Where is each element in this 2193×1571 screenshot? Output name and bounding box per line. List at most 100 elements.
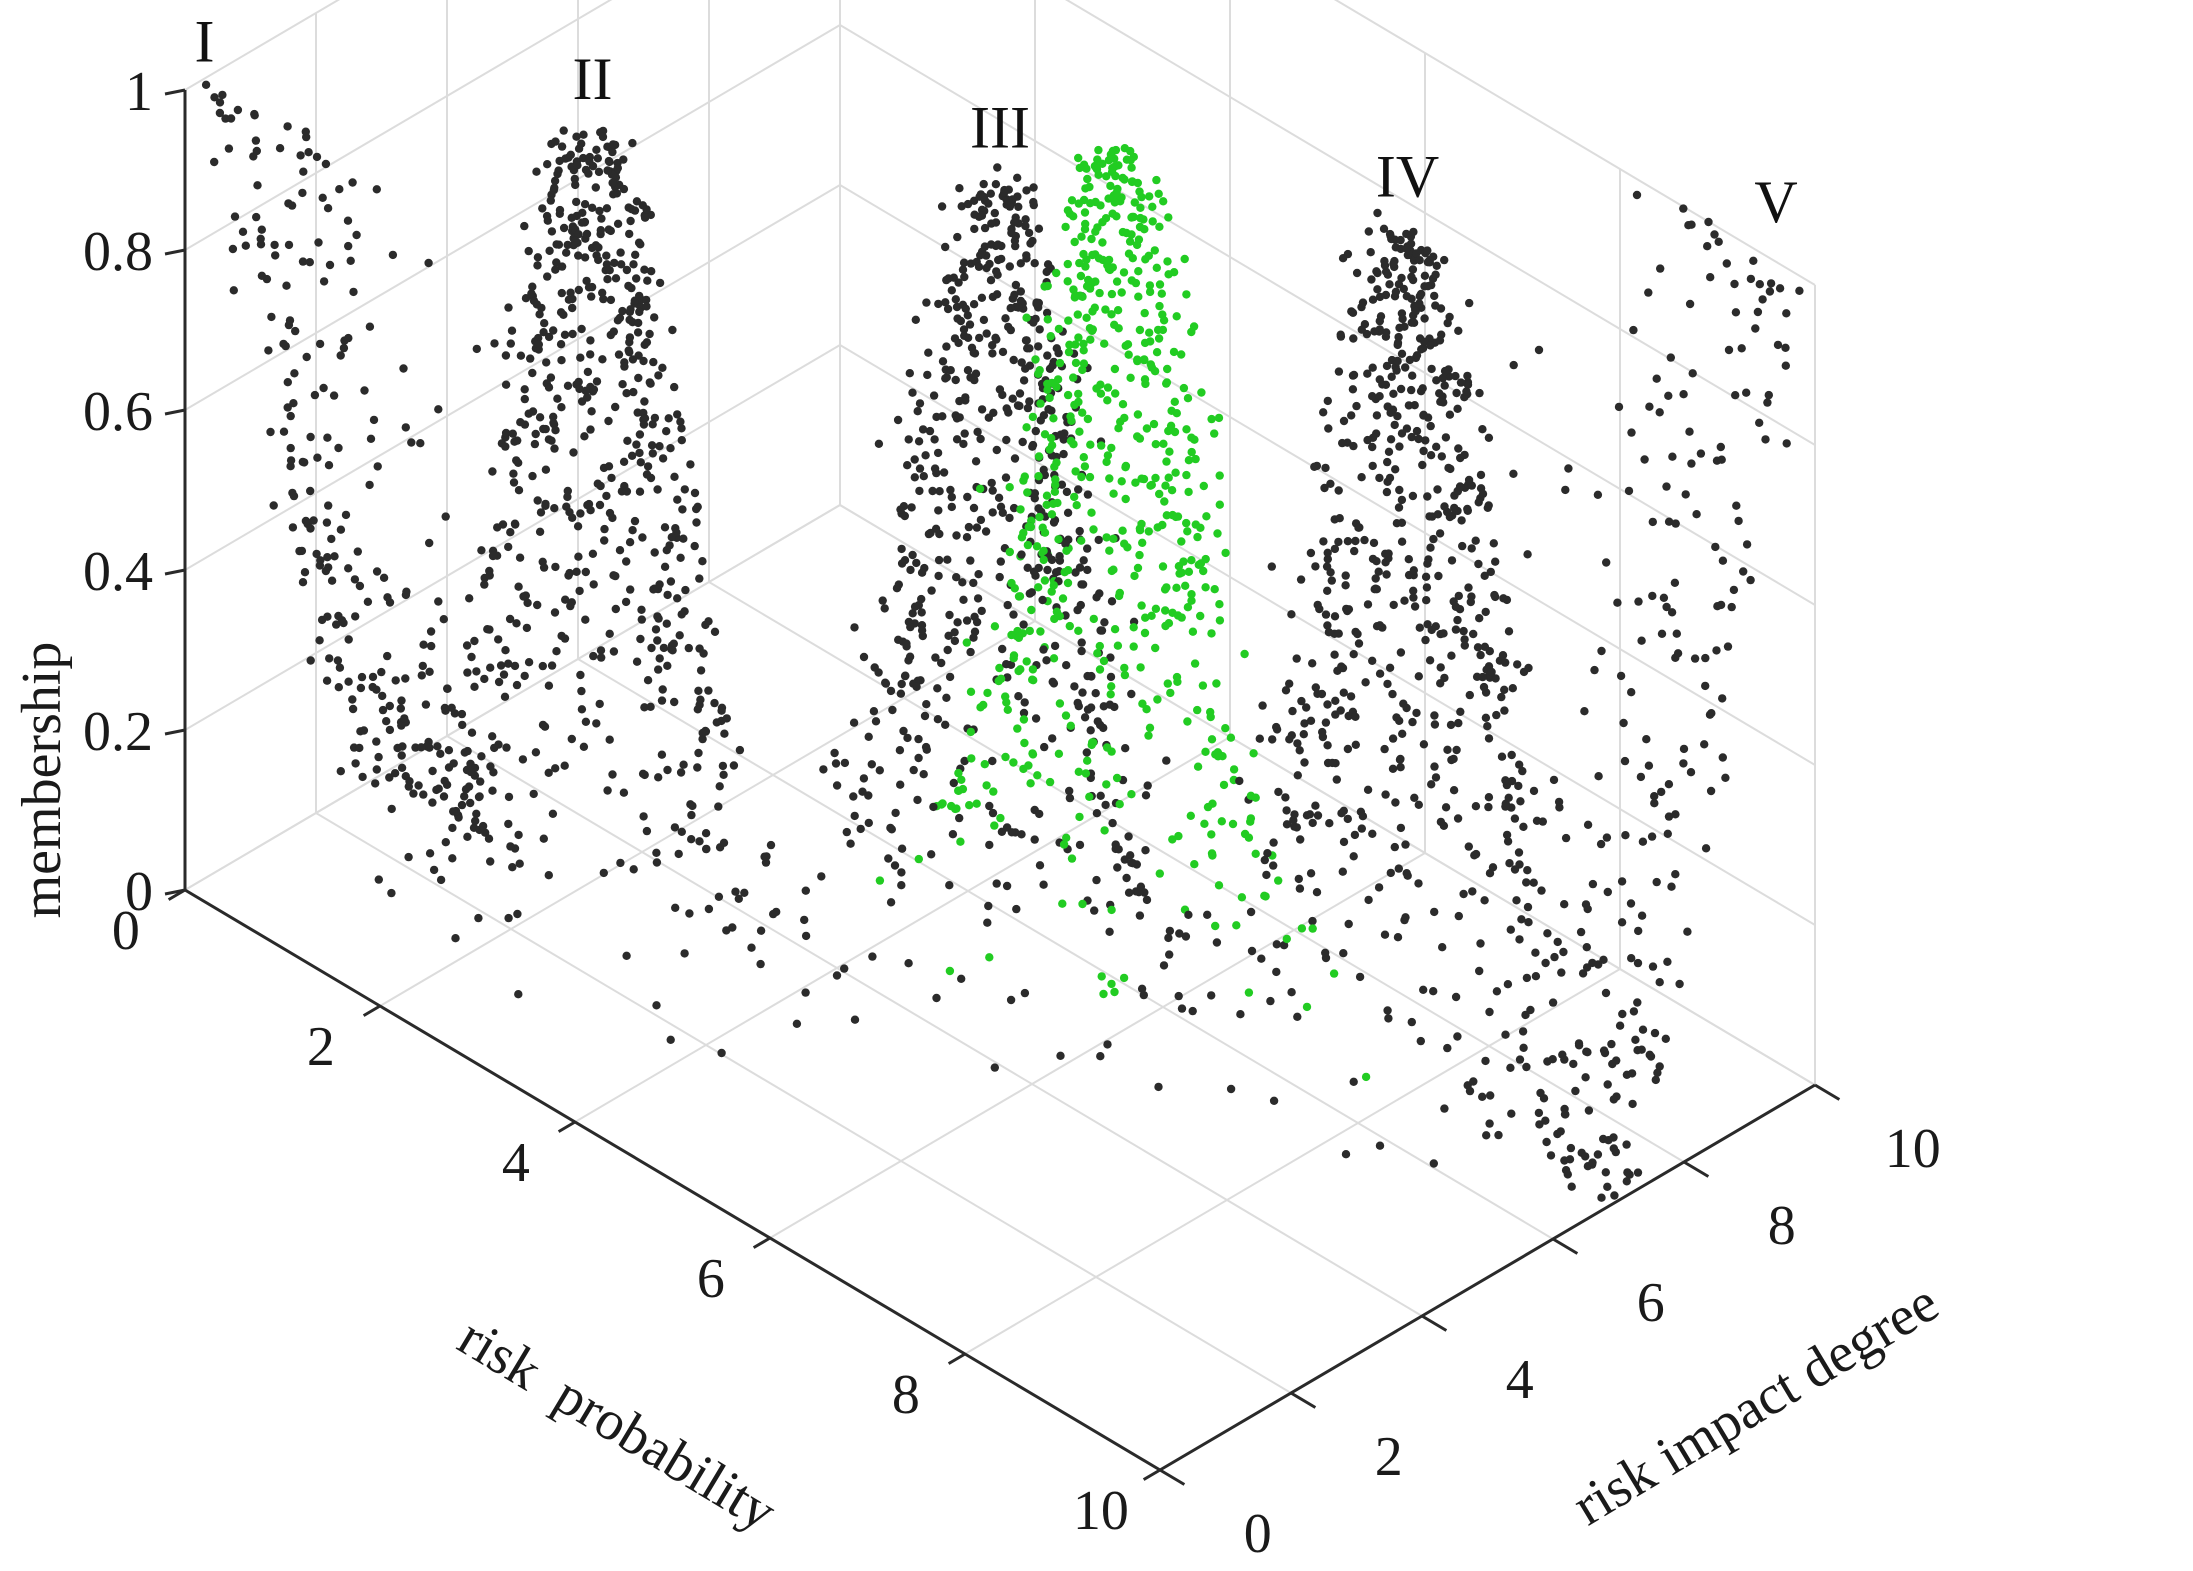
scatter-point xyxy=(987,478,996,488)
x-tick-label: 0 xyxy=(112,900,140,962)
scatter-point xyxy=(1030,259,1039,268)
scatter-point xyxy=(650,313,659,322)
scatter-point xyxy=(718,761,728,771)
scatter-point xyxy=(1208,851,1217,860)
scatter-point xyxy=(909,765,918,775)
scatter-point xyxy=(1404,555,1414,564)
scatter-point xyxy=(914,753,923,763)
scatter-point xyxy=(929,391,939,400)
scatter-point xyxy=(1323,396,1333,406)
scatter-point xyxy=(1027,605,1036,615)
scatter-point xyxy=(603,275,612,284)
scatter-point xyxy=(541,424,550,434)
scatter-point xyxy=(619,155,628,164)
scatter-point xyxy=(1706,786,1716,796)
scatter-point xyxy=(1174,991,1183,1001)
scatter-point xyxy=(1381,380,1391,389)
scatter-point xyxy=(643,676,653,685)
scatter-point xyxy=(1083,544,1092,553)
scatter-point xyxy=(1375,1141,1385,1150)
scatter-point xyxy=(1556,1127,1565,1136)
scatter-point xyxy=(958,265,968,274)
scatter-point xyxy=(524,658,534,667)
scatter-point xyxy=(914,734,923,744)
scatter-point xyxy=(1310,462,1319,471)
scatter-point xyxy=(655,442,664,451)
scatter-point xyxy=(1596,839,1606,849)
scatter-point xyxy=(1128,212,1137,222)
scatter-point xyxy=(938,412,947,421)
scatter-point xyxy=(1094,535,1103,545)
scatter-point xyxy=(970,210,979,219)
scatter-point xyxy=(1019,620,1028,629)
scatter-point xyxy=(925,426,935,436)
scatter-point xyxy=(1030,835,1039,844)
scatter-point xyxy=(1364,895,1373,905)
scatter-point xyxy=(1083,565,1092,575)
scatter-point xyxy=(253,181,262,190)
scatter-point xyxy=(629,387,638,397)
scatter-point xyxy=(1182,470,1191,480)
scatter-point xyxy=(547,227,557,236)
scatter-point xyxy=(1077,638,1086,647)
scatter-point xyxy=(334,683,343,692)
scatter-point xyxy=(323,612,332,621)
scatter-point xyxy=(652,848,661,857)
scatter-point xyxy=(1014,692,1023,701)
scatter-point xyxy=(1124,832,1133,841)
z-tick-mark xyxy=(164,568,186,576)
scatter-point xyxy=(528,471,537,481)
scatter-point xyxy=(1032,542,1042,551)
scatter-point xyxy=(914,437,924,446)
scatter-point xyxy=(1196,523,1205,532)
scatter-point xyxy=(561,595,570,604)
scatter-point xyxy=(1073,605,1082,615)
scatter-point xyxy=(1711,542,1720,552)
scatter-point xyxy=(629,865,638,874)
scatter-point xyxy=(1407,432,1416,442)
scatter-point xyxy=(1137,984,1147,993)
scatter-point xyxy=(1092,593,1101,602)
scatter-point xyxy=(633,328,643,337)
scatter-point xyxy=(1106,181,1115,191)
scatter-point xyxy=(547,436,556,445)
scatter-point xyxy=(1070,237,1079,247)
scatter-point xyxy=(615,546,625,555)
scatter-point xyxy=(368,682,377,692)
scatter-point xyxy=(1655,408,1664,417)
scatter-point xyxy=(1083,756,1092,765)
scatter-point xyxy=(1346,692,1356,701)
scatter-point xyxy=(533,600,542,610)
scatter-point xyxy=(1459,889,1468,899)
scatter-point xyxy=(1014,592,1024,601)
scatter-point xyxy=(1685,299,1695,309)
scatter-point xyxy=(1023,540,1033,550)
scatter-point xyxy=(298,578,308,587)
scatter-point xyxy=(1339,837,1349,847)
scatter-point xyxy=(1119,973,1129,983)
scatter-point xyxy=(1451,625,1461,634)
scatter-point xyxy=(1655,1062,1664,1071)
scatter-point xyxy=(1306,869,1316,878)
scatter-point xyxy=(1395,755,1405,764)
scatter-point xyxy=(1363,369,1372,378)
scatter-point xyxy=(1141,379,1150,389)
scatter-point xyxy=(571,180,580,190)
scatter-point xyxy=(608,140,618,149)
scatter-point xyxy=(1439,398,1448,407)
scatter-point xyxy=(1615,1021,1625,1030)
scatter-point xyxy=(1393,933,1403,942)
scatter-point xyxy=(930,464,940,473)
scatter-point xyxy=(319,277,329,286)
scatter-point xyxy=(290,369,299,378)
scatter-point xyxy=(218,90,227,100)
scatter-point xyxy=(597,214,606,223)
scatter-point xyxy=(980,223,990,233)
scatter-point xyxy=(1148,202,1157,211)
scatter-point xyxy=(988,808,998,818)
scatter-point xyxy=(905,652,915,661)
scatter-point xyxy=(355,743,364,753)
scatter-point xyxy=(1412,708,1421,718)
scatter-point xyxy=(654,665,663,674)
scatter-point xyxy=(1206,712,1215,722)
